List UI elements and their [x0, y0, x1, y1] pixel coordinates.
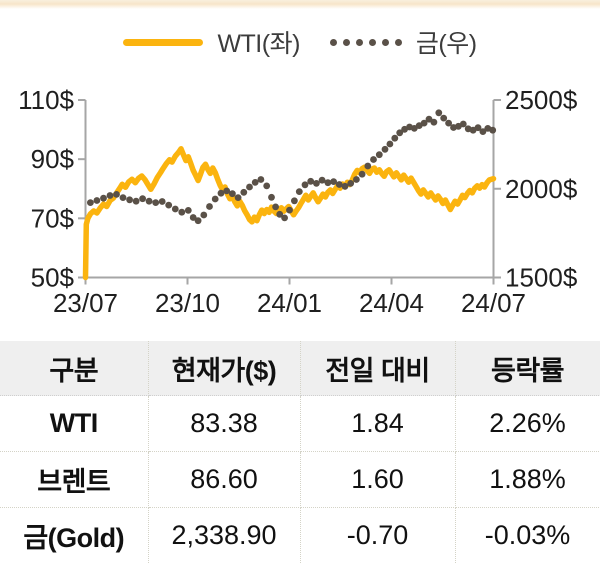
table-row-brent: 브렌트 86.60 1.60 1.88%: [0, 452, 600, 508]
right-axis-tick-label: 2000$: [505, 174, 578, 204]
row-label: 금(Gold): [0, 508, 148, 563]
gold-dot-series-point: [489, 127, 496, 134]
col-header-change: 전일 대비: [300, 341, 455, 396]
gold-dot-series-point: [268, 194, 275, 201]
gold-dot-series-point: [229, 190, 236, 197]
x-axis-tick-label: 24/07: [461, 288, 526, 318]
gold-dot-series-point: [200, 212, 207, 219]
x-axis-ticks: [86, 278, 494, 285]
gold-dot-series-point: [258, 176, 265, 183]
table-row-wti: WTI 83.38 1.84 2.26%: [0, 396, 600, 452]
right-axis-tick-label: 2500$: [505, 85, 578, 115]
gold-dot-series-point: [440, 115, 447, 122]
gold-dot-series-point: [120, 194, 127, 201]
gold-dot-series-point: [291, 197, 298, 204]
gold-dot-series-point: [94, 197, 101, 204]
x-axis-tick-label: 24/01: [257, 288, 322, 318]
left-axis-tick-label: 70$: [31, 203, 75, 233]
gold-dot-series-point: [240, 189, 247, 196]
chart-axes: [78, 100, 501, 285]
gold-dot-series-point: [185, 207, 192, 214]
gold-dot-series-point: [159, 198, 166, 205]
gold-dot-series-point: [263, 183, 270, 190]
row-label: 브렌트: [0, 452, 148, 508]
gold-dot-series-point: [376, 151, 383, 158]
pct-value: 2.26%: [455, 396, 600, 452]
gold-dot-series-point: [133, 198, 140, 205]
gold-dot-series-point: [391, 135, 398, 142]
change-value: -0.70: [300, 508, 455, 563]
gold-dot-series-point: [235, 194, 242, 201]
gold-dot-series-point: [370, 156, 377, 163]
gold-dot-series-point: [172, 206, 179, 213]
gold-dot-series-point: [387, 141, 394, 148]
gold-dot-series-point: [100, 195, 107, 202]
gold-dot-series-point: [107, 192, 114, 199]
gold-dot-series-point: [364, 163, 371, 170]
gold-dot-series-point: [206, 203, 213, 210]
price-value: 86.60: [148, 452, 300, 508]
gold-dot-series-point: [272, 204, 279, 211]
gold-dot-series-point: [296, 188, 303, 195]
pct-value: 1.88%: [455, 452, 600, 508]
gold-dot-series-point: [87, 199, 94, 206]
gold-dot-series-point: [286, 207, 293, 214]
gold-dot-series-point: [325, 179, 332, 186]
col-header-pct: 등락률: [455, 341, 600, 396]
gold-dot-series-point: [319, 177, 326, 184]
left-axis-tick-label: 110$: [18, 85, 74, 115]
gold-dot-series-point: [246, 184, 253, 191]
gold-dot-series-point: [178, 209, 185, 216]
gold-dot-series-point: [302, 181, 309, 188]
right-axis-ticks: [494, 100, 502, 278]
x-axis-tick-label: 23/07: [53, 288, 118, 318]
col-header-category: 구분: [0, 341, 148, 396]
gold-dot-series-point: [359, 171, 366, 178]
gold-dot-series-point: [195, 217, 202, 224]
table-row-gold: 금(Gold) 2,338.90 -0.70 -0.03%: [0, 508, 600, 563]
change-value: 1.60: [300, 452, 455, 508]
price-value: 83.38: [148, 396, 300, 452]
gold-dot-series-point: [146, 198, 153, 205]
gold-dot-series-point: [139, 195, 146, 202]
gold-dot-series-point: [126, 196, 133, 203]
price-table: 구분 현재가($) 전일 대비 등락률 WTI 83.38 1.84 2.26%…: [0, 341, 600, 563]
chart-series: [86, 109, 497, 277]
gold-dot-series-point: [347, 180, 354, 187]
gold-dot-series-point: [460, 121, 467, 128]
gold-dot-series-point: [152, 199, 159, 206]
gold-dot-series-point: [435, 109, 442, 116]
price-value: 2,338.90: [148, 508, 300, 563]
change-value: 1.84: [300, 396, 455, 452]
row-label: WTI: [0, 396, 148, 452]
gold-dot-series-point: [313, 180, 320, 187]
table-header-row: 구분 현재가($) 전일 대비 등락률: [0, 341, 600, 396]
gold-dot-series-point: [165, 202, 172, 209]
gold-dot-series-point: [431, 119, 438, 126]
pct-value: -0.03%: [455, 508, 600, 563]
gold-dot-series-point: [382, 146, 389, 153]
gold-dot-series-point: [353, 176, 360, 183]
col-header-price: 현재가($): [148, 341, 300, 396]
x-axis-tick-label: 24/04: [359, 288, 424, 318]
gold-dot-series-point: [212, 196, 219, 203]
gold-dot-series-point: [281, 215, 288, 222]
x-axis-tick-label: 23/10: [155, 288, 220, 318]
gold-dot-series-point: [113, 191, 120, 198]
left-axis-tick-label: 90$: [31, 144, 75, 174]
